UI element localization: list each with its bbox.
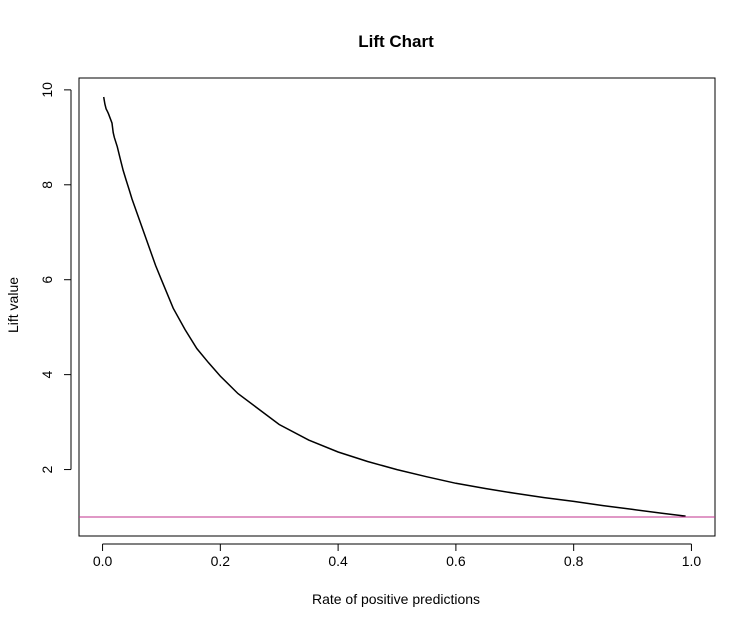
x-tick-label: 0.6 (446, 553, 466, 569)
y-tick-label: 2 (39, 465, 55, 473)
y-tick-label: 8 (39, 181, 55, 189)
y-tick-label: 6 (39, 276, 55, 284)
x-axis: 0.0 0.2 0.4 0.6 0.8 1.0 (93, 543, 702, 569)
plot-area (78, 77, 716, 537)
x-axis-label: Rate of positive predictions (312, 591, 480, 607)
plot-frame (78, 77, 716, 537)
chart-title: Lift Chart (358, 32, 434, 51)
lift-curve-series (102, 96, 686, 517)
y-tick-label: 4 (39, 371, 55, 379)
x-tick-label: 0.2 (211, 553, 231, 569)
x-tick-label: 1.0 (682, 553, 702, 569)
x-tick-label: 0.0 (93, 553, 113, 569)
x-tick-label: 0.8 (564, 553, 584, 569)
x-tick-label: 0.4 (328, 553, 348, 569)
y-axis: 2 4 6 8 10 (39, 82, 72, 473)
y-axis-label: Lift value (5, 277, 21, 333)
y-tick-label: 10 (39, 82, 55, 98)
